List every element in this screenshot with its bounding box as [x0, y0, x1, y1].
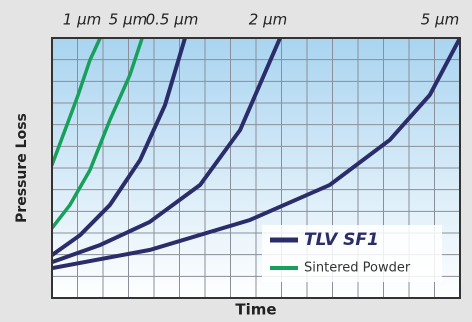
- y-axis-label: Pressure Loss: [14, 113, 30, 223]
- legend-label: Sintered Powder: [304, 261, 411, 276]
- curve: [52, 38, 102, 167]
- plot-border: [51, 37, 461, 299]
- x-axis-label: Time: [235, 301, 276, 319]
- legend-box: [262, 225, 442, 282]
- curve: [52, 38, 144, 230]
- legend-label: TLV SF1: [304, 230, 379, 250]
- curve: [52, 38, 188, 258]
- series-label: 5 µm: [421, 11, 459, 29]
- series-label: 2 µm: [249, 11, 287, 29]
- curves: [52, 38, 460, 271]
- curve: [52, 38, 460, 271]
- series-label: 0.5 µm: [146, 11, 199, 29]
- series-label: 1 µm: [63, 11, 101, 29]
- series-label: 5 µm: [109, 11, 147, 29]
- curve: [52, 38, 283, 265]
